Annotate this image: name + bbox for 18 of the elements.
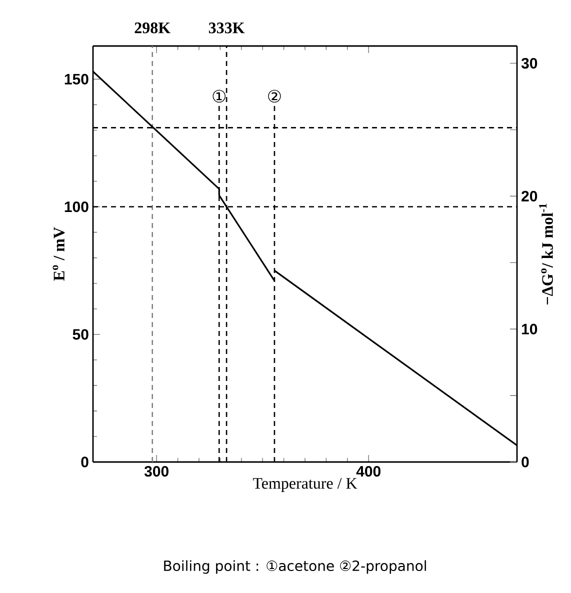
x-tick-label: 400	[356, 466, 380, 477]
x-axis-title: Temperature / K	[252, 478, 358, 492]
y-tick-label: 0	[81, 456, 88, 468]
y-tick-label: 100	[64, 201, 88, 212]
y2-tick-label: 10	[522, 324, 538, 334]
y-tick-label: 150	[64, 74, 88, 84]
y2-tick-label: 20	[522, 190, 538, 202]
text: Boiling point : ①acetone ②2-propanol	[164, 560, 426, 574]
ref-line-label: 298K	[134, 22, 170, 34]
y-axis-title: E$^{o}$ / mV	[52, 227, 65, 281]
x-tick-label: 300	[144, 466, 168, 477]
y2-axis-title: −ΔG$^{o}$/ kJ mol$^{-1}$	[539, 204, 553, 304]
ref-line-label: ②	[268, 90, 281, 103]
y-tick-label: 50	[72, 329, 88, 340]
ref-line-label: 333K	[208, 22, 245, 34]
y2-tick-label: 0	[522, 456, 529, 468]
y2-tick-label: 30	[521, 58, 538, 69]
ref-line-label: ①	[212, 90, 226, 103]
